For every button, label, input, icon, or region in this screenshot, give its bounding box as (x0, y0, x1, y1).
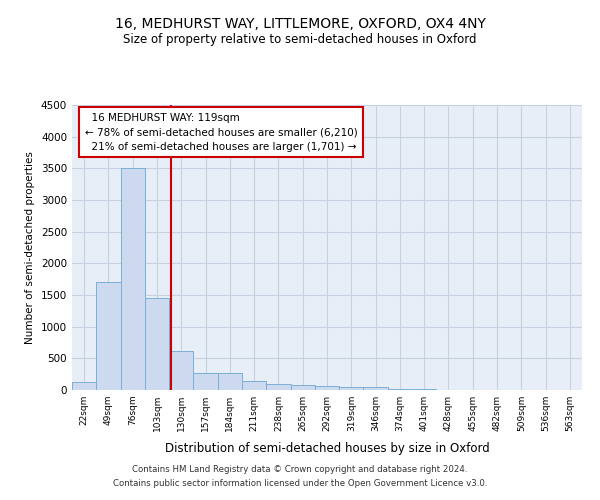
Bar (339, 387, 364, 390)
Bar (145, 298, 169, 390)
Bar (193, 373, 218, 390)
X-axis label: Distribution of semi-detached houses by size in Oxford: Distribution of semi-detached houses by … (164, 442, 490, 456)
Bar (242, 380, 266, 390)
Bar (315, 386, 339, 390)
Text: 16 MEDHURST WAY: 119sqm
← 78% of semi-detached houses are smaller (6,210)
  21% : 16 MEDHURST WAY: 119sqm ← 78% of semi-de… (85, 112, 358, 152)
Bar (364, 388, 388, 390)
Bar (96, 282, 121, 390)
Bar (388, 389, 412, 390)
Bar (218, 373, 242, 390)
Y-axis label: Number of semi-detached properties: Number of semi-detached properties (25, 151, 35, 344)
Text: Size of property relative to semi-detached houses in Oxford: Size of property relative to semi-detach… (123, 32, 477, 46)
Bar (72, 382, 96, 390)
Bar (169, 350, 193, 390)
Bar (121, 168, 145, 390)
Text: Contains HM Land Registry data © Crown copyright and database right 2024.
Contai: Contains HM Land Registry data © Crown c… (113, 466, 487, 487)
Bar (266, 384, 290, 390)
Text: 16, MEDHURST WAY, LITTLEMORE, OXFORD, OX4 4NY: 16, MEDHURST WAY, LITTLEMORE, OXFORD, OX… (115, 18, 485, 32)
Bar (290, 385, 315, 390)
